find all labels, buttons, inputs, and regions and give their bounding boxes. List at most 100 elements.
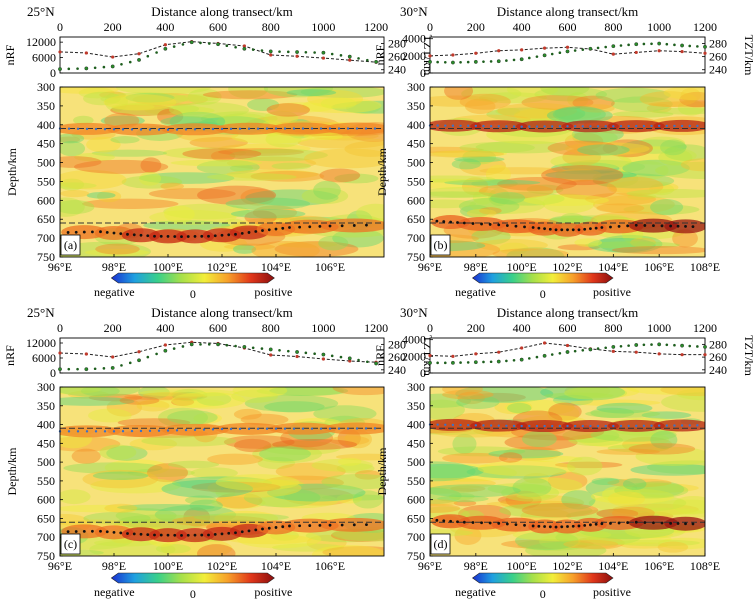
- d660-trace-point: [589, 523, 592, 527]
- heatmap-texture-blob: [196, 159, 260, 175]
- heatmap-texture-blob: [331, 100, 384, 114]
- tzt-point: [181, 345, 185, 348]
- heatmap-texture-blob: [60, 197, 85, 217]
- heatmap-texture-blob: [622, 478, 647, 491]
- d660-trace-point: [82, 230, 86, 234]
- top-axis-tick-label: 400: [156, 20, 174, 34]
- nrf-point: [703, 51, 707, 55]
- d410-trace-point: [94, 127, 98, 131]
- colorbar-zero-label: 0: [190, 287, 196, 301]
- depth-tick-label: 550: [407, 474, 425, 488]
- tzt-point: [459, 361, 462, 364]
- d660-trace-point: [99, 230, 102, 234]
- heatmap-texture-blob: [259, 446, 311, 462]
- d660-trace-point: [74, 230, 78, 234]
- heatmap-texture-blob: [499, 503, 593, 518]
- d660-trace-point: [684, 225, 687, 228]
- longitude-tick-label: 106°E: [644, 260, 674, 274]
- heatmap-texture-blob: [60, 241, 151, 257]
- d660-trace-point: [227, 531, 231, 535]
- d410-trace-point: [566, 125, 569, 128]
- heatmap-texture-blob: [451, 158, 481, 170]
- heatmap-texture-blob: [547, 404, 580, 424]
- d660-trace-point: [660, 521, 664, 525]
- d410-trace-point: [301, 127, 305, 130]
- heatmap-texture-blob: [189, 499, 223, 512]
- heatmap-texture-blob: [540, 387, 626, 401]
- heatmap-texture-blob: [60, 87, 119, 94]
- tzt-tick-label: 240: [709, 363, 727, 377]
- tzt-point: [542, 353, 547, 358]
- depth-tick-label: 400: [407, 118, 425, 132]
- heatmap-texture-blob: [60, 200, 95, 215]
- top-axis-tick-label: 800: [604, 321, 622, 335]
- heatmap-texture-blob: [459, 156, 506, 176]
- heatmap-texture-blob: [459, 93, 511, 110]
- heatmap-texture-blob: [526, 184, 564, 195]
- d660-trace-point: [505, 224, 509, 227]
- d410-trace-point: [85, 127, 89, 131]
- depth-tick-label: 650: [407, 212, 425, 226]
- nrf-point: [565, 343, 570, 348]
- heatmap-texture-blob: [171, 388, 208, 402]
- heatmap-texture-blob: [99, 444, 137, 461]
- tzt-point: [436, 361, 439, 365]
- heatmap-texture-blob: [516, 493, 551, 500]
- nrf-axis-label: nRF: [3, 345, 17, 366]
- tzt-point: [110, 64, 115, 69]
- tzt-point: [146, 355, 150, 359]
- d660-trace-point: [554, 228, 558, 232]
- longitude-tick-label: 96°E: [48, 559, 72, 573]
- heatmap-texture-blob: [305, 529, 384, 543]
- top-axis-tick-label: 1000: [647, 20, 671, 34]
- heatmap-texture-blob: [452, 433, 477, 454]
- d410-trace-point: [650, 124, 653, 128]
- heatmap-texture-blob: [430, 399, 465, 420]
- d660-trace-point: [220, 532, 224, 536]
- d660-trace-point: [365, 523, 368, 527]
- heatmap-texture-blob: [193, 513, 289, 522]
- d660-trace-point: [365, 223, 368, 227]
- top-axis-tick-label: 0: [57, 20, 63, 34]
- tzt-point: [542, 53, 547, 58]
- heatmap-texture-blob: [442, 389, 494, 400]
- d660-trace-point: [626, 224, 630, 228]
- heatmap-texture-blob: [182, 148, 262, 160]
- heatmap-texture-blob: [595, 87, 671, 103]
- d660-trace-point: [193, 533, 197, 537]
- d660-trace-point: [82, 530, 86, 533]
- heatmap-texture-blob: [592, 195, 675, 214]
- nrf-tick-label: 6000: [32, 51, 56, 65]
- heatmap-texture-blob: [297, 136, 384, 149]
- tzt-point: [665, 343, 669, 347]
- longitude-tick-label: 102°E: [207, 559, 237, 573]
- d410-trace-point: [627, 424, 630, 428]
- heatmap-texture-blob: [562, 148, 602, 166]
- d410-trace-point: [551, 424, 554, 428]
- d410-trace-point: [121, 128, 125, 131]
- heatmap-texture-blob: [262, 475, 344, 490]
- heatmap-texture-blob: [627, 192, 657, 201]
- tzt-point: [650, 42, 653, 46]
- heatmap-texture-blob: [614, 539, 701, 547]
- tzt-axis-label: TZT/km: [742, 335, 755, 376]
- tzt-point: [489, 360, 493, 364]
- heatmap-texture-blob: [543, 107, 602, 120]
- heatmap-texture-blob: [138, 171, 162, 186]
- tzt-point: [199, 343, 202, 346]
- d410-trace-point: [220, 427, 224, 431]
- heatmap-texture-blob: [607, 478, 672, 488]
- heatmap-texture-blob: [554, 106, 586, 121]
- heatmap-texture-blob: [430, 191, 496, 198]
- d410-trace-point: [76, 430, 80, 433]
- heatmap-texture-blob: [450, 485, 486, 492]
- d410-trace-point: [535, 424, 539, 428]
- tzt-point: [366, 360, 369, 364]
- heatmap-texture-blob: [88, 393, 143, 402]
- heatmap-texture-blob: [628, 443, 696, 455]
- heatmap-texture-blob: [608, 507, 702, 516]
- heatmap-texture-blob: [648, 101, 705, 108]
- heatmap-texture-blob: [83, 91, 121, 106]
- heatmap-texture-blob: [167, 410, 218, 425]
- tzt-point: [128, 60, 132, 64]
